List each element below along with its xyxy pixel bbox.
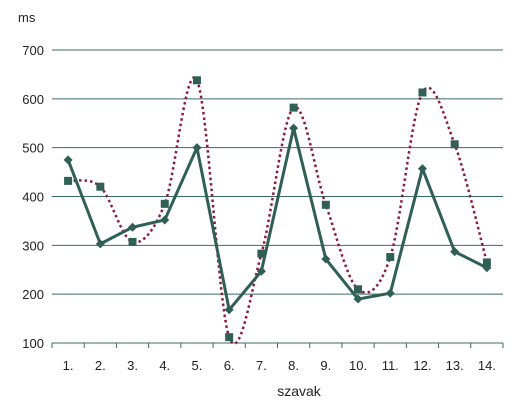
series-group bbox=[63, 76, 492, 345]
x-tick-label: 8. bbox=[288, 358, 299, 373]
x-tick-label: 7. bbox=[256, 358, 267, 373]
x-tick-label: 9. bbox=[320, 358, 331, 373]
series-1-point bbox=[417, 164, 427, 174]
series-1-point bbox=[385, 288, 395, 298]
y-axis-unit-label: ms bbox=[18, 10, 36, 25]
series-2-point bbox=[225, 333, 234, 342]
series-1-point bbox=[128, 222, 138, 232]
series-2-point bbox=[386, 253, 395, 262]
series-2-point bbox=[482, 258, 491, 267]
series-2-point bbox=[160, 199, 169, 208]
x-tick-label: 12. bbox=[413, 358, 431, 373]
series-1-line bbox=[66, 126, 488, 312]
series-2-point bbox=[64, 176, 73, 185]
series-1-point bbox=[256, 266, 266, 276]
x-axis-title: szavak bbox=[277, 383, 322, 399]
series-1-point bbox=[192, 143, 202, 153]
series-2-line bbox=[67, 76, 489, 345]
series-2-point bbox=[354, 285, 363, 294]
series-2-point bbox=[96, 182, 105, 191]
series-2-point bbox=[128, 237, 137, 246]
x-tick-label: 1. bbox=[63, 358, 74, 373]
series-1-point bbox=[63, 155, 73, 165]
series-1-point bbox=[353, 294, 363, 304]
x-tick-label: 14. bbox=[478, 358, 496, 373]
series-2-point bbox=[257, 249, 266, 258]
y-tick-label: 300 bbox=[22, 238, 44, 253]
series-2-point bbox=[321, 200, 330, 209]
series-2-point bbox=[289, 103, 298, 112]
x-tick-label: 3. bbox=[127, 358, 138, 373]
x-tick-label: 2. bbox=[95, 358, 106, 373]
series-1-point bbox=[224, 305, 234, 315]
x-tick-labels: 1. 2. 3. 4. 5. 6. 7. 8. 9. 10. 11. 12. 13. 14. bbox=[63, 358, 496, 373]
x-tick-label: 5. bbox=[192, 358, 203, 373]
x-tick-label: 11. bbox=[382, 358, 399, 373]
x-axis bbox=[51, 342, 504, 348]
x-tick-label: 6. bbox=[224, 358, 235, 373]
y-tick-label: 100 bbox=[22, 336, 44, 351]
series-1-point bbox=[289, 123, 299, 133]
x-tick-label: 13. bbox=[446, 358, 464, 373]
series-1-point bbox=[450, 247, 460, 257]
y-tick-label: 500 bbox=[22, 141, 44, 156]
y-tick-label: 700 bbox=[22, 43, 44, 58]
x-tick-label: 10. bbox=[349, 358, 367, 373]
y-tick-label: 200 bbox=[22, 287, 44, 302]
y-tick-labels: 100 200 300 400 500 600 700 bbox=[22, 43, 44, 351]
series-1-point bbox=[160, 215, 170, 225]
series-2-point bbox=[192, 76, 201, 85]
y-tick-label: 600 bbox=[22, 92, 44, 107]
y-tick-label: 400 bbox=[22, 190, 44, 205]
series-2-point bbox=[450, 140, 459, 149]
series-2-point bbox=[418, 88, 427, 97]
series-1-point bbox=[95, 239, 105, 249]
x-tick-label: 4. bbox=[159, 358, 170, 373]
series-1-point bbox=[482, 263, 492, 273]
series-1-point bbox=[321, 254, 331, 264]
